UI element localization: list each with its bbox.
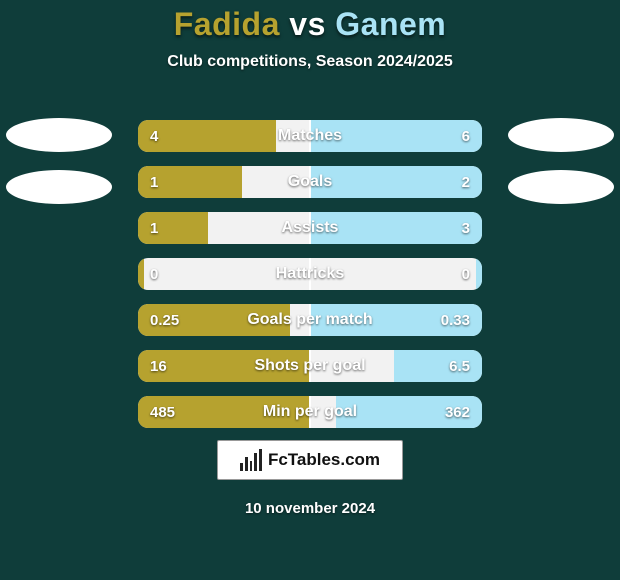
left-value: 0.25 — [150, 304, 179, 336]
badge-ellipse — [6, 118, 112, 152]
comparison-rows: 46Matches12Goals13Assists00Hattricks0.25… — [138, 120, 482, 428]
midline — [309, 350, 311, 382]
right-value: 0.33 — [441, 304, 470, 336]
midline — [309, 120, 311, 152]
left-bar — [138, 258, 144, 290]
branding-text: FcTables.com — [268, 450, 380, 470]
branding-box: FcTables.com — [217, 440, 403, 480]
midline — [309, 258, 311, 290]
right-bar — [476, 258, 482, 290]
page-title: Fadida vs Ganem — [0, 6, 620, 43]
stat-row: 12Goals — [138, 166, 482, 198]
stat-row: 46Matches — [138, 120, 482, 152]
stat-row: 0.250.33Goals per match — [138, 304, 482, 336]
badge-ellipse — [508, 118, 614, 152]
left-value: 0 — [150, 258, 158, 290]
left-badge-column — [4, 118, 114, 204]
subtitle: Club competitions, Season 2024/2025 — [0, 53, 620, 71]
left-bar — [138, 120, 276, 152]
left-value: 1 — [150, 212, 158, 244]
badge-ellipse — [508, 170, 614, 204]
date-text: 10 november 2024 — [0, 500, 620, 517]
vs-text: vs — [289, 6, 326, 42]
left-value: 485 — [150, 396, 175, 428]
midline — [309, 166, 311, 198]
stat-row: 166.5Shots per goal — [138, 350, 482, 382]
comparison-canvas: Fadida vs Ganem Club competitions, Seaso… — [0, 0, 620, 580]
branding-logo-icon — [240, 449, 262, 471]
right-value: 6.5 — [449, 350, 470, 382]
player-left-name: Fadida — [174, 6, 280, 42]
player-right-name: Ganem — [335, 6, 446, 42]
stat-row: 00Hattricks — [138, 258, 482, 290]
right-value: 362 — [445, 396, 470, 428]
left-value: 1 — [150, 166, 158, 198]
right-value: 6 — [462, 120, 470, 152]
badge-ellipse — [6, 170, 112, 204]
left-value: 4 — [150, 120, 158, 152]
right-value: 2 — [462, 166, 470, 198]
stat-row: 13Assists — [138, 212, 482, 244]
right-value: 3 — [462, 212, 470, 244]
midline — [309, 304, 311, 336]
right-value: 0 — [462, 258, 470, 290]
left-bar — [138, 212, 208, 244]
right-badge-column — [506, 118, 616, 204]
midline — [309, 396, 311, 428]
left-value: 16 — [150, 350, 167, 382]
stat-row: 485362Min per goal — [138, 396, 482, 428]
midline — [309, 212, 311, 244]
right-bar — [310, 212, 482, 244]
right-bar — [310, 166, 482, 198]
right-bar — [310, 120, 482, 152]
